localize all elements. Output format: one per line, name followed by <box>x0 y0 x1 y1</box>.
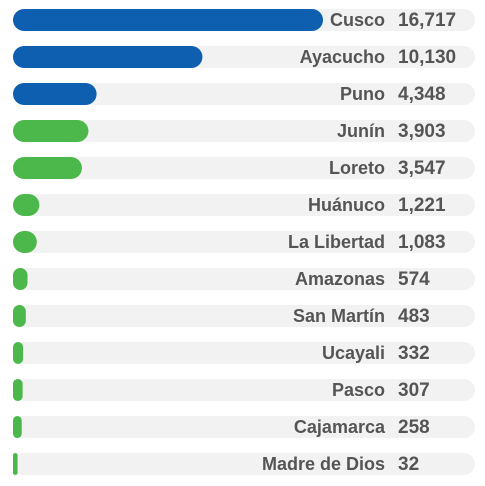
bar <box>13 46 203 68</box>
category-label: San Martín <box>293 306 385 326</box>
value-label: 307 <box>398 380 430 401</box>
value-label: 1,221 <box>398 195 446 216</box>
bar-track <box>13 416 475 438</box>
value-label: 483 <box>398 306 430 327</box>
bar-track <box>13 83 475 105</box>
bar-track <box>13 231 475 253</box>
bar <box>13 453 18 475</box>
category-label: Puno <box>340 84 385 104</box>
category-label: Loreto <box>329 158 385 178</box>
value-label: 32 <box>398 454 419 475</box>
bar <box>13 416 22 438</box>
value-label: 574 <box>398 269 430 290</box>
bar <box>13 83 97 105</box>
bar <box>13 194 40 216</box>
bar <box>13 231 37 253</box>
bar <box>13 9 323 31</box>
bar <box>13 157 82 179</box>
bar-track <box>13 268 475 290</box>
category-label: Cusco <box>330 10 385 30</box>
bar <box>13 305 26 327</box>
bar <box>13 120 89 142</box>
category-label: Ucayali <box>322 343 385 363</box>
bar <box>13 268 28 290</box>
category-label: Madre de Dios <box>262 454 385 474</box>
value-label: 3,903 <box>398 121 446 142</box>
bar-track <box>13 379 475 401</box>
value-label: 3,547 <box>398 158 446 179</box>
value-label: 258 <box>398 417 430 438</box>
value-label: 16,717 <box>398 10 456 31</box>
bar <box>13 379 23 401</box>
value-label: 10,130 <box>398 47 456 68</box>
category-label: Junín <box>337 121 385 141</box>
value-label: 4,348 <box>398 84 446 105</box>
value-label: 1,083 <box>398 232 446 253</box>
category-label: Huánuco <box>308 195 385 215</box>
category-label: Amazonas <box>295 269 385 289</box>
category-label: La Libertad <box>288 232 385 252</box>
bar-track <box>13 453 475 475</box>
category-label: Pasco <box>332 380 385 400</box>
category-label: Ayacucho <box>300 47 385 67</box>
bar-track <box>13 305 475 327</box>
category-label: Cajamarca <box>294 417 386 437</box>
bar <box>13 342 24 364</box>
bar-track <box>13 342 475 364</box>
value-label: 332 <box>398 343 430 364</box>
bar-track <box>13 157 475 179</box>
bar-track <box>13 120 475 142</box>
bar-track <box>13 194 475 216</box>
